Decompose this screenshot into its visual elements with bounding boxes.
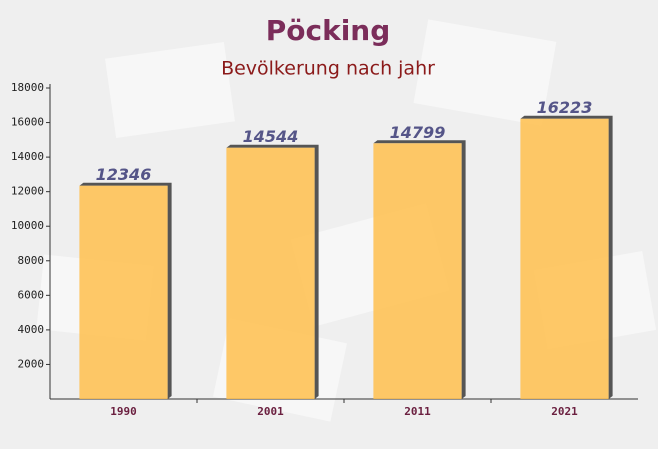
value-label: 16223 [537,98,593,117]
y-tick-label: 18000 [11,81,44,94]
chart-subtitle: Bevölkerung nach jahr [221,58,435,80]
bar [373,143,462,399]
y-tick-label: 14000 [11,150,44,163]
y-tick-label: 4000 [18,323,45,336]
chart-title: Pöcking [266,14,391,47]
y-tick-label: 10000 [11,219,44,232]
bar [226,147,315,399]
x-tick-label: 2001 [257,405,284,418]
y-tick-label: 16000 [11,116,44,129]
x-tick-label: 1990 [110,405,137,418]
x-tick-label: 2021 [551,405,578,418]
bar [520,118,609,400]
y-tick-label: 2000 [18,357,45,370]
value-label: 14799 [390,123,446,142]
bar [79,185,168,399]
y-tick-label: 6000 [18,288,45,301]
y-tick-label: 12000 [11,185,44,198]
x-tick-label: 2011 [404,405,431,418]
value-label: 12346 [96,165,152,184]
value-label: 14544 [243,127,299,146]
y-tick-label: 8000 [18,254,45,267]
